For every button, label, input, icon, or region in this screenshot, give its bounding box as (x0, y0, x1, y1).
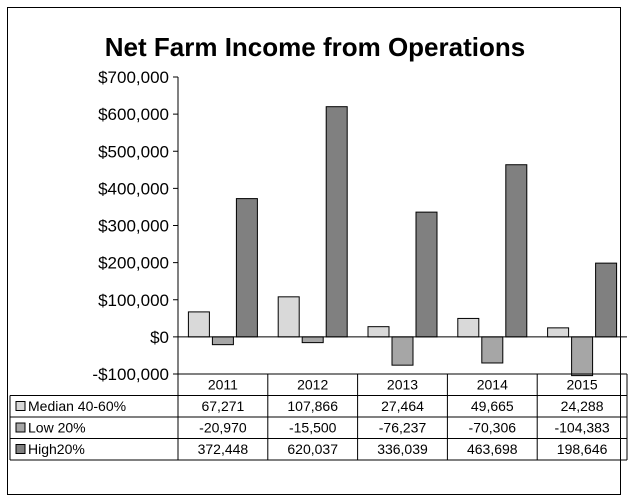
x-tick-label: 2015 (567, 377, 598, 393)
bar-low-20--2012 (301, 336, 324, 344)
legend-swatch (15, 401, 26, 411)
bar-low-20--2011 (211, 336, 234, 346)
y-tick-label: $400,000 (98, 179, 169, 198)
table-cell: 372,448 (198, 441, 249, 457)
table-cell: 336,039 (377, 441, 428, 457)
x-tick-label: 2012 (297, 377, 328, 393)
bar-high20--2013 (415, 211, 438, 338)
table-cell: 49,665 (471, 398, 514, 414)
table-cell: 620,037 (287, 441, 338, 457)
table-cell: -20,970 (199, 420, 247, 436)
bar-low-20--2013 (391, 336, 414, 366)
bar-high20--2012 (325, 106, 348, 338)
x-tick-label: 2011 (208, 377, 238, 393)
table-cell: 24,288 (561, 398, 604, 414)
table-cell: 463,698 (467, 441, 518, 457)
y-tick-label: $500,000 (98, 142, 169, 161)
table-cell: 198,646 (557, 441, 608, 457)
y-tick-label: $600,000 (98, 105, 169, 124)
bar-high20--2015 (595, 262, 618, 338)
plot-area: -$100,000 $0 $100,000 $200,000 $300,000 $400,… (92, 68, 627, 384)
legend-swatch (15, 444, 26, 454)
table-cell: -15,500 (289, 420, 337, 436)
bar-median-40-60--2011 (187, 311, 210, 338)
table-cell: 27,464 (381, 398, 424, 414)
y-tick-label: $100,000 (98, 291, 169, 310)
legend-label: Median 40-60% (28, 398, 126, 414)
y-tick-label: $700,000 (98, 68, 169, 87)
y-tick-label: $200,000 (98, 254, 169, 273)
bar-low-20--2015 (571, 336, 594, 377)
table-cell: 67,271 (201, 398, 244, 414)
table-cell: -70,306 (469, 420, 517, 436)
data-table: 2011 2012 2013 2014 2015 Median 40-60% 67,271 1… (9, 373, 628, 461)
x-tick-label: 2014 (477, 377, 508, 393)
y-tick-label: -$100,000 (92, 365, 169, 384)
bar-median-40-60--2015 (547, 327, 570, 338)
table-cell: -76,237 (379, 420, 427, 436)
y-tick-label: $300,000 (98, 217, 169, 236)
bar-median-40-60--2012 (277, 296, 300, 338)
table-cell: -104,383 (554, 420, 609, 436)
bar-high20--2011 (235, 198, 258, 338)
table-cell: 107,866 (287, 398, 338, 414)
bar-low-20--2014 (481, 336, 504, 364)
bar-median-40-60--2014 (457, 317, 480, 338)
bar-median-40-60--2013 (367, 326, 390, 338)
legend-swatch (15, 422, 26, 433)
legend-label: Low 20% (28, 420, 86, 436)
x-tick-label: 2013 (387, 377, 418, 393)
chart-title: Net Farm Income from Operations (105, 32, 525, 62)
y-tick-label: $0 (150, 328, 169, 347)
bar-high20--2014 (505, 164, 528, 338)
legend-label: High20% (28, 441, 85, 457)
